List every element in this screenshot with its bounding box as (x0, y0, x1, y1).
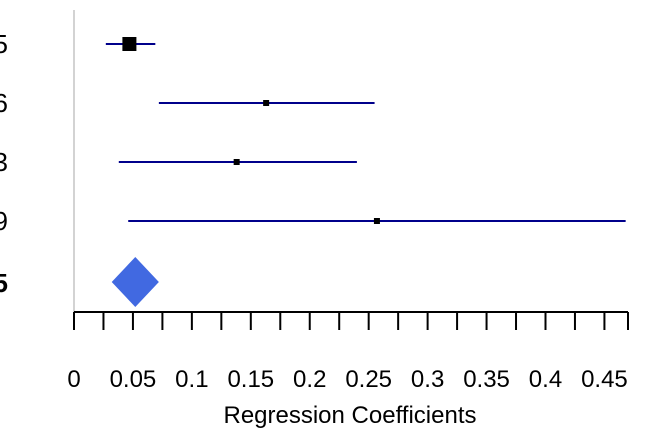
study-rows: 5 6 3 9 (0, 29, 626, 236)
row-label: 9 (0, 206, 8, 236)
row-label: 5 (0, 29, 8, 59)
point-estimate-marker (233, 159, 240, 165)
x-tick-label: 0.2 (293, 366, 326, 393)
x-tick-label: 0 (67, 366, 80, 393)
x-tick-label: 0.1 (175, 366, 208, 393)
point-estimate-marker (122, 37, 137, 51)
x-tick-label: 0.3 (411, 366, 444, 393)
pooled-label: 5 (0, 268, 8, 298)
x-tick-label: 0.05 (110, 366, 157, 393)
study-row: 3 (0, 147, 357, 177)
x-tick-label: 0.45 (581, 366, 628, 393)
x-axis-title: Regression Coefficients (223, 402, 476, 429)
study-row: 6 (0, 88, 375, 118)
x-tick-label: 0.15 (227, 366, 274, 393)
pooled-estimate: 5 (0, 257, 159, 307)
pooled-diamond (111, 257, 159, 307)
row-label: 3 (0, 147, 8, 177)
x-tick-label: 0.4 (529, 366, 562, 393)
row-label: 6 (0, 88, 8, 118)
point-estimate-marker (373, 218, 380, 224)
x-tick-label: 0.25 (345, 366, 392, 393)
study-row: 9 (0, 206, 626, 236)
x-tick-label: 0.35 (463, 366, 510, 393)
point-estimate-marker (263, 100, 270, 106)
x-axis: 0 0.05 0.1 0.15 0.2 0.25 0.3 0.35 0.4 0.45 (67, 311, 629, 393)
study-row: 5 (0, 29, 156, 59)
